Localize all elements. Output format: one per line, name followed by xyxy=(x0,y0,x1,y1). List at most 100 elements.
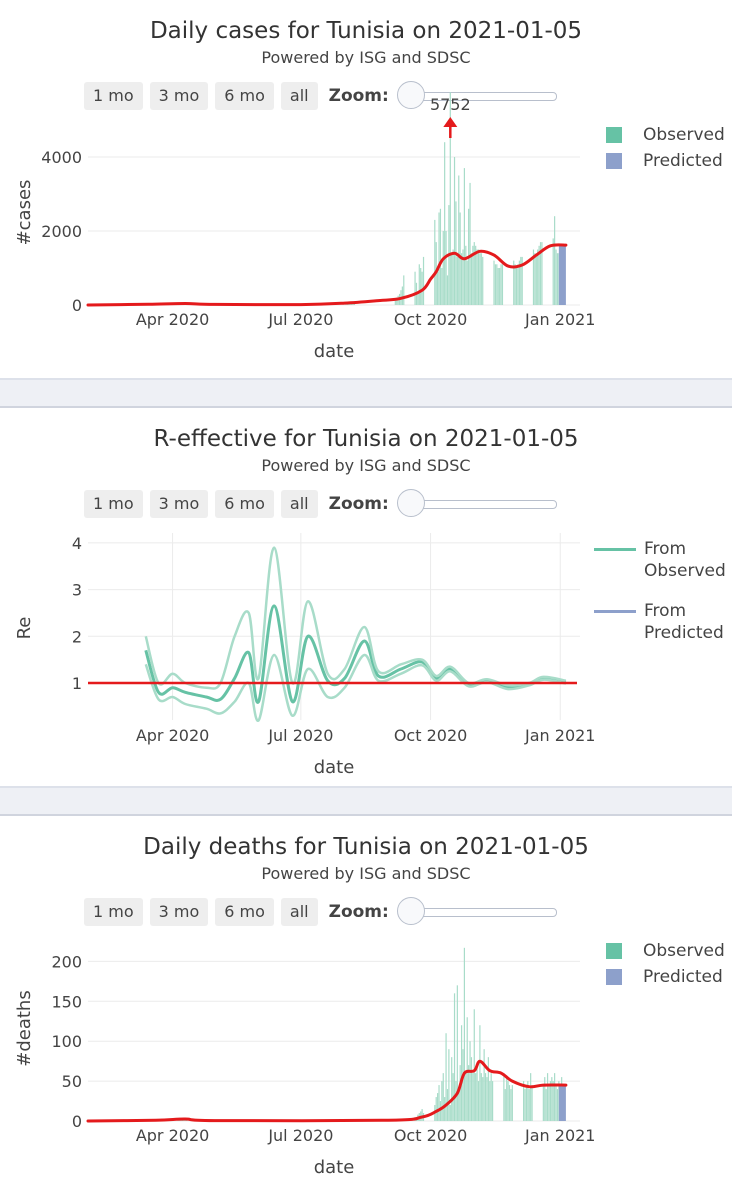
observed-bar xyxy=(556,1089,559,1121)
range-1mo-button[interactable]: 1 mo xyxy=(84,490,143,518)
observed-bar xyxy=(508,1085,511,1121)
deaths-panel: Daily deaths for Tunisia on 2021-01-05 P… xyxy=(0,816,732,1194)
range-6mo-button[interactable]: 6 mo xyxy=(215,898,274,926)
observed-bar xyxy=(549,1081,551,1121)
range-6mo-button[interactable]: 6 mo xyxy=(215,82,274,110)
chart-subtitle: Powered by ISG and SDSC xyxy=(261,456,471,475)
observed-bar xyxy=(515,268,518,305)
observed-bar xyxy=(480,253,482,305)
range-1mo-button[interactable]: 1 mo xyxy=(84,82,143,110)
observed-bar xyxy=(452,249,454,305)
observed-bar xyxy=(528,1089,530,1121)
observed-swatch xyxy=(606,943,622,959)
observed-bar xyxy=(444,142,446,305)
observed-bar xyxy=(434,219,436,305)
observed-bar xyxy=(496,264,498,305)
observed-bar xyxy=(456,985,458,1121)
range-all-button[interactable]: all xyxy=(280,490,318,518)
trend-line xyxy=(86,1059,568,1123)
range-all-button[interactable]: all xyxy=(280,82,318,110)
zoom-slider[interactable] xyxy=(396,489,557,518)
observed-bar xyxy=(437,1093,439,1121)
observed-bar xyxy=(460,253,463,305)
observed-bar xyxy=(499,268,501,305)
zoom-slider[interactable] xyxy=(396,81,557,110)
zoom-slider[interactable] xyxy=(396,897,557,926)
re-upper-line xyxy=(144,546,567,690)
observed-bar xyxy=(534,253,536,305)
range-all-button[interactable]: all xyxy=(280,898,318,926)
observed-line-swatch xyxy=(594,548,636,551)
x-tick-label: Jan 2021 xyxy=(524,1126,595,1145)
y-tick-label: 200 xyxy=(51,952,82,971)
y-tick-label: 4 xyxy=(72,534,82,553)
observed-bar xyxy=(346,304,348,305)
legend-item-from-observed[interactable]: From Observed xyxy=(594,538,732,582)
observed-bar xyxy=(469,182,471,305)
x-tick-label: Jul 2020 xyxy=(267,726,333,745)
observed-bar xyxy=(466,1017,468,1121)
legend-label: From Predicted xyxy=(644,601,724,643)
y-axis-label: Re xyxy=(14,617,35,640)
y-tick-label: 2 xyxy=(72,627,82,646)
observed-bar xyxy=(421,1109,423,1121)
observed-bar xyxy=(511,1085,513,1121)
x-tick-label: Jul 2020 xyxy=(267,310,333,329)
observed-bar xyxy=(442,1073,444,1121)
observed-bar xyxy=(441,268,443,305)
observed-bar xyxy=(438,1085,440,1121)
range-3mo-button[interactable]: 3 mo xyxy=(149,82,209,110)
observed-bar xyxy=(535,256,537,305)
observed-bar xyxy=(439,1101,442,1121)
x-tick-label: Jul 2020 xyxy=(267,1126,333,1145)
observed-bar xyxy=(465,1073,467,1121)
observed-bar xyxy=(500,264,502,305)
observed-bar xyxy=(455,1081,457,1121)
zoom-label: Zoom: xyxy=(328,86,389,106)
legend-item-from-predicted[interactable]: From Predicted xyxy=(594,600,732,644)
y-tick-label: 2000 xyxy=(41,222,82,241)
observed-bar xyxy=(513,260,515,305)
y-axis-label: #deaths xyxy=(14,990,35,1066)
observed-bar xyxy=(537,249,539,305)
observed-bar xyxy=(473,1009,475,1121)
x-tick-label: Jan 2021 xyxy=(524,310,595,329)
observed-bar xyxy=(435,1097,437,1121)
observed-bar xyxy=(538,245,540,305)
legend-item-observed[interactable]: Observed xyxy=(606,938,725,964)
chart-legend: From Observed From Predicted xyxy=(594,538,732,662)
observed-swatch xyxy=(606,127,622,143)
observed-bar xyxy=(445,1033,447,1121)
observed-bar xyxy=(394,299,396,305)
range-3mo-button[interactable]: 3 mo xyxy=(149,898,209,926)
observed-bar xyxy=(446,275,449,305)
range-3mo-button[interactable]: 3 mo xyxy=(149,490,209,518)
legend-item-predicted[interactable]: Predicted xyxy=(606,964,725,990)
panel-separator xyxy=(0,786,732,816)
y-tick-label: 0 xyxy=(72,1112,82,1131)
observed-bar xyxy=(470,253,473,305)
observed-bar xyxy=(401,286,403,305)
range-6mo-button[interactable]: 6 mo xyxy=(215,490,274,518)
chart-subtitle: Powered by ISG and SDSC xyxy=(261,48,471,67)
re-panel: R-effective for Tunisia on 2021-01-05 Po… xyxy=(0,408,732,786)
zoom-slider-handle[interactable] xyxy=(396,897,425,925)
x-axis-label: date xyxy=(314,341,355,362)
observed-bar xyxy=(420,268,422,305)
observed-bar xyxy=(449,1105,451,1121)
x-axis-label: date xyxy=(314,1157,355,1178)
zoom-slider-handle[interactable] xyxy=(396,489,425,517)
legend-item-observed[interactable]: Observed xyxy=(606,122,725,148)
observed-bar xyxy=(527,1081,529,1121)
y-tick-label: 4000 xyxy=(41,148,82,167)
x-tick-label: Apr 2020 xyxy=(136,310,209,329)
range-1mo-button[interactable]: 1 mo xyxy=(84,898,143,926)
observed-bar xyxy=(541,242,543,305)
observed-bar xyxy=(466,260,468,305)
observed-bar xyxy=(445,231,447,305)
zoom-slider-handle[interactable] xyxy=(396,81,425,109)
y-tick-label: 3 xyxy=(72,581,82,600)
legend-item-predicted[interactable]: Predicted xyxy=(606,148,725,174)
range-selector: 1 mo 3 mo 6 mo all Zoom: xyxy=(84,489,557,518)
observed-bar xyxy=(186,1120,188,1121)
